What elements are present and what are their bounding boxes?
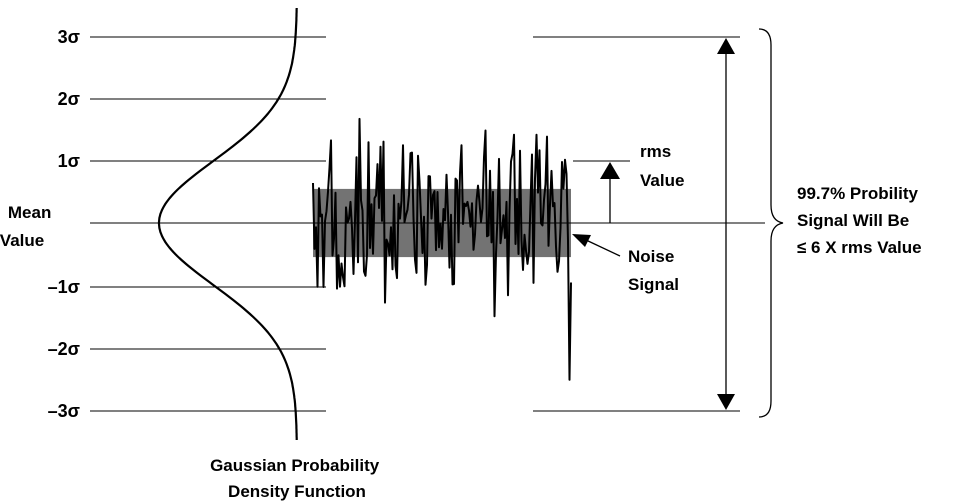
noise-signal-label: Noise Signal <box>628 247 679 294</box>
gaussian-label: Gaussian Probability Density Function <box>210 456 384 501</box>
noise-label-line2: Signal <box>628 275 679 294</box>
probability-label-line2: Signal Will Be <box>797 211 909 230</box>
rms-arrow-head <box>600 162 620 179</box>
rms-value-label: rms Value <box>640 142 684 190</box>
probability-label: 99.7% Probility Signal Will Be ≤ 6 X rms… <box>797 184 923 257</box>
noise-pointer-line <box>585 239 621 257</box>
sigma-labels: 3σ 2σ 1σ –1σ –2σ –3σ <box>48 27 80 421</box>
sigma-label-neg1: –1σ <box>48 277 80 297</box>
gaussian-label-line2: Density Function <box>228 482 366 501</box>
sigma-label-1: 1σ <box>58 151 80 171</box>
sigma-label-neg3: –3σ <box>48 401 80 421</box>
rms-label-line2: Value <box>640 171 684 190</box>
sigma-label-3: 3σ <box>58 27 80 47</box>
gaussian-label-line1: Gaussian Probability <box>210 456 380 475</box>
mean-label-line1: Mean <box>8 203 51 222</box>
rms-label-line1: rms <box>640 142 671 161</box>
noise-trace <box>312 117 572 381</box>
sigma-lines-left <box>90 36 326 412</box>
range-brace <box>758 28 784 418</box>
sigma-label-2: 2σ <box>58 89 80 109</box>
range-arrow-head-top <box>717 38 735 54</box>
mean-value-label: Mean Value <box>0 203 56 250</box>
probability-label-line1: 99.7% Probility <box>797 184 918 203</box>
mean-label-line2: Value <box>0 231 44 250</box>
noise-pointer-head <box>572 234 591 247</box>
sigma-label-neg2: –2σ <box>48 339 80 359</box>
noise-label-line1: Noise <box>628 247 674 266</box>
gaussian-curve <box>157 7 298 440</box>
noise-signal-waveform <box>312 117 572 381</box>
range-arrow-head-bottom <box>717 394 735 410</box>
probability-label-line3: ≤ 6 X rms Value <box>797 238 922 257</box>
